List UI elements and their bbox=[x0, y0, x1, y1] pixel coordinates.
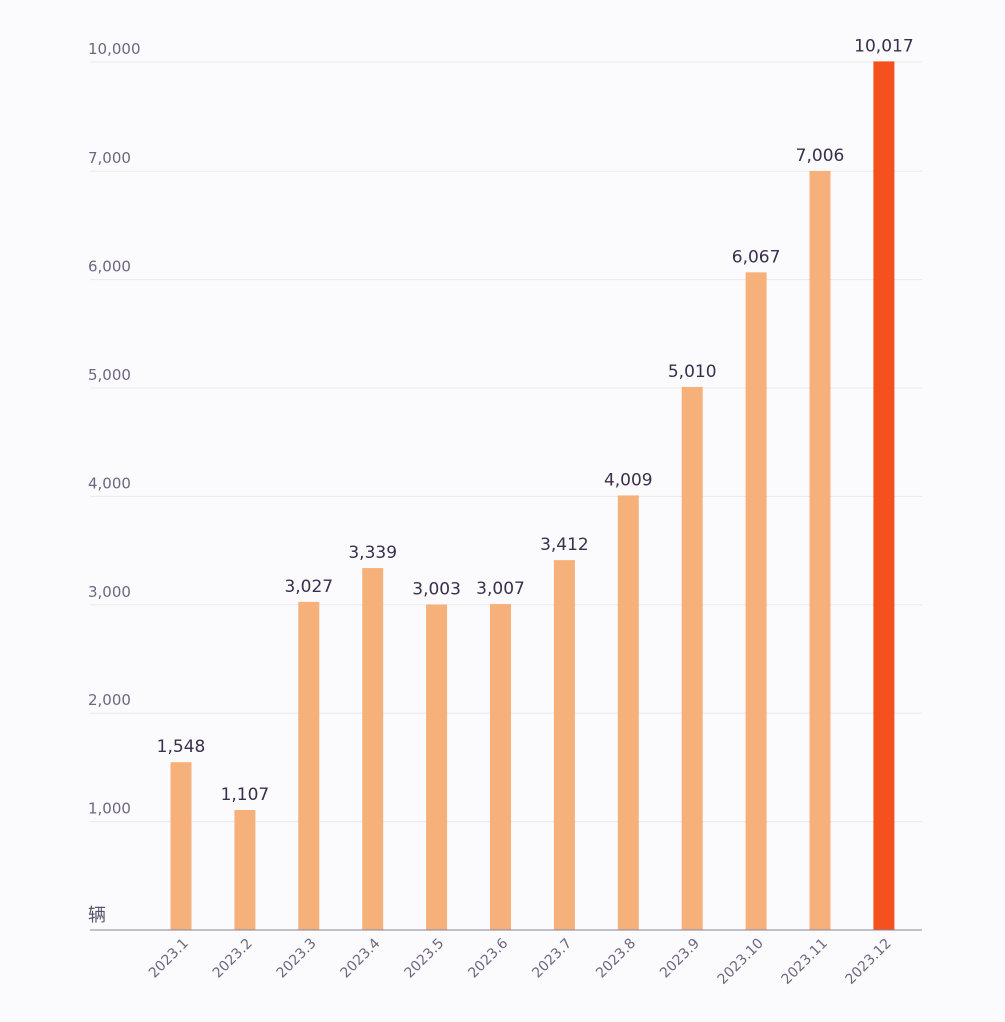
bar bbox=[681, 386, 703, 930]
x-tick-label: 2023.6 bbox=[465, 935, 511, 981]
data-label: 3,339 bbox=[348, 543, 397, 563]
x-tick-label: 2023.12 bbox=[842, 936, 894, 988]
bars bbox=[170, 61, 895, 931]
y-tick-label: 7,000 bbox=[88, 149, 131, 167]
data-label: 7,006 bbox=[796, 146, 845, 166]
y-tick-label: 10,000 bbox=[88, 40, 141, 58]
bar bbox=[170, 762, 192, 930]
y-tick-label: 4,000 bbox=[88, 474, 131, 492]
x-tick-label: 2023.4 bbox=[338, 935, 384, 981]
bar bbox=[298, 601, 320, 930]
data-label: 1,107 bbox=[221, 785, 270, 805]
data-label: 6,067 bbox=[732, 247, 781, 267]
y-tick-label: 6,000 bbox=[88, 258, 131, 276]
x-tick-label: 2023.3 bbox=[274, 936, 320, 982]
y-tick-label: 5,000 bbox=[88, 366, 131, 384]
data-label: 3,003 bbox=[412, 579, 461, 599]
y-tick-label: 2,000 bbox=[88, 691, 131, 709]
data-label: 3,027 bbox=[284, 577, 333, 597]
data-label: 10,017 bbox=[854, 36, 913, 56]
bar bbox=[234, 810, 256, 930]
bar bbox=[809, 170, 831, 931]
data-label: 3,412 bbox=[540, 535, 589, 555]
bar bbox=[745, 272, 767, 931]
bar bbox=[362, 568, 384, 930]
bar bbox=[873, 61, 895, 930]
data-label: 3,007 bbox=[476, 579, 525, 599]
y-tick-label: 3,000 bbox=[88, 583, 131, 601]
data-label: 4,009 bbox=[604, 470, 653, 490]
x-tick-label: 2023.2 bbox=[210, 936, 256, 982]
bar bbox=[617, 495, 639, 930]
x-tick-label: 2023.11 bbox=[779, 936, 831, 988]
data-label: 5,010 bbox=[668, 362, 717, 382]
y-tick-label: 1,000 bbox=[88, 800, 131, 818]
x-tick-label: 2023.7 bbox=[529, 936, 575, 982]
y-axis-ticks: 1,000 2,000 3,000 4,000 5,000 6,000 7,000 10,00… bbox=[88, 40, 141, 818]
bar bbox=[553, 560, 575, 930]
bar bbox=[490, 604, 511, 930]
x-axis-ticks: 2023.1 2023.2 2023.3 2023.4 2023.5 2023.6 2023… bbox=[146, 935, 895, 987]
unit-label: 辆 bbox=[88, 905, 106, 926]
x-tick-label: 2023.1 bbox=[146, 936, 192, 982]
data-labels: 1,548 1,107 3,027 3,339 3,003 3,007 3,412 4,009… bbox=[157, 36, 914, 805]
x-tick-label: 2023.9 bbox=[657, 936, 703, 982]
bar bbox=[426, 604, 448, 930]
x-tick-label: 2023.8 bbox=[593, 936, 639, 982]
x-tick-label: 2023.10 bbox=[715, 936, 767, 988]
x-tick-label: 2023.5 bbox=[401, 936, 447, 982]
data-label: 1,548 bbox=[157, 737, 206, 757]
